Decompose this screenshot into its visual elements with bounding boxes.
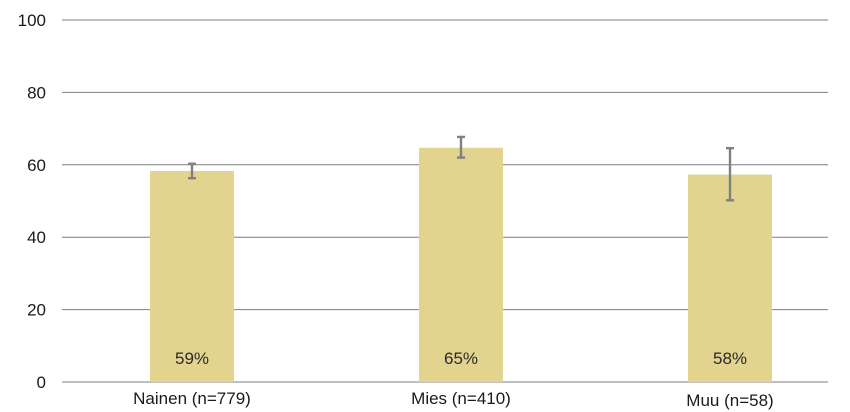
- y-tick-label-100: 100: [18, 11, 46, 30]
- data-labels: 59% 65% 58%: [175, 349, 747, 368]
- y-tick-label-20: 20: [27, 301, 46, 320]
- bar-2: [419, 147, 503, 382]
- y-tick-label-80: 80: [27, 83, 46, 102]
- error-bar-3: [726, 146, 734, 202]
- error-bar-1: [188, 162, 196, 180]
- category-label-2: Mies (n=410): [411, 389, 511, 408]
- data-label-3: 58%: [713, 349, 747, 368]
- bar-3: [688, 174, 772, 382]
- category-label-3: Muu (n=58): [686, 391, 773, 410]
- y-tick-label-60: 60: [27, 156, 46, 175]
- bars: [150, 147, 772, 382]
- bar-1: [150, 170, 234, 382]
- error-bars: [188, 135, 734, 202]
- category-label-1: Nainen (n=779): [133, 389, 251, 408]
- y-tick-label-0: 0: [37, 373, 46, 392]
- x-axis-category-labels: Nainen (n=779) Mies (n=410) Muu (n=58): [133, 389, 774, 410]
- y-tick-label-40: 40: [27, 228, 46, 247]
- data-label-2: 65%: [444, 349, 478, 368]
- data-label-1: 59%: [175, 349, 209, 368]
- y-axis-tick-labels: 0 20 40 60 80 100: [18, 11, 46, 392]
- error-bar-2: [457, 135, 465, 159]
